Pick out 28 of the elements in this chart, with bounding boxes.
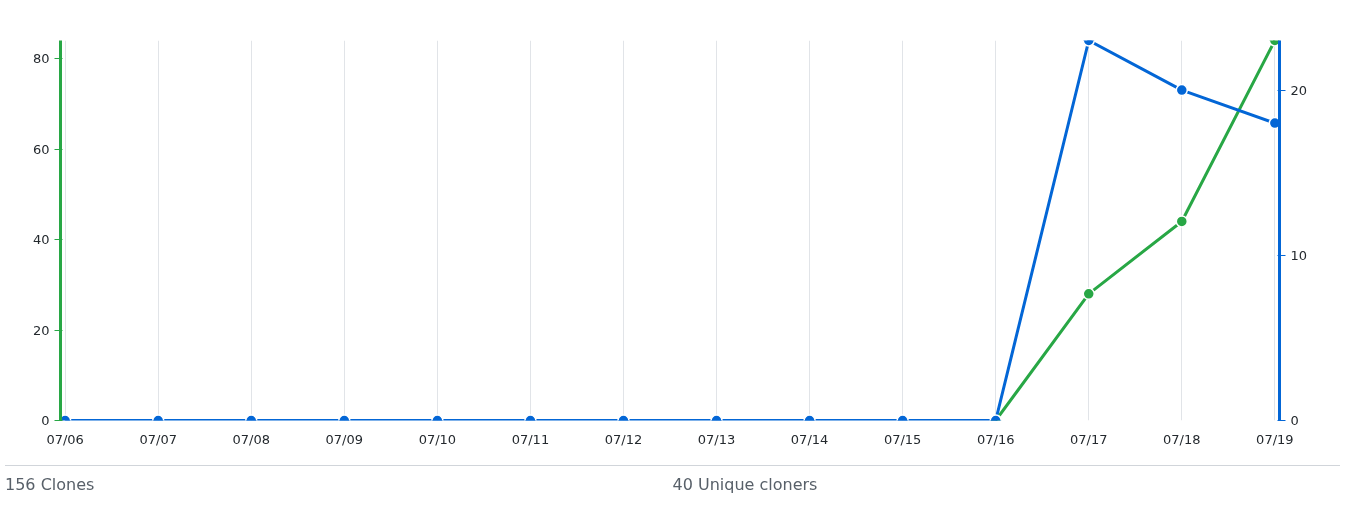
y2-tick-label: 10 (1290, 247, 1308, 263)
x-tick-label: 07/14 (790, 431, 829, 447)
point (1175, 83, 1189, 97)
x-tick-label: 07/09 (325, 431, 364, 447)
x-tick-label: 07/15 (883, 431, 922, 447)
y-tick-label: 40 (32, 232, 50, 248)
point (1268, 116, 1280, 130)
point (1175, 215, 1189, 228)
x-tick-label: 07/19 (1256, 431, 1294, 447)
y-tick-label: 80 (32, 51, 50, 67)
point (1082, 287, 1095, 301)
y-tick-label: 0 (41, 413, 50, 428)
x-tick-label: 07/12 (604, 431, 643, 447)
y-tick-label: 20 (32, 322, 50, 338)
x-tick-label: 07/07 (139, 431, 177, 447)
x-tick-label: 07/18 (1163, 431, 1201, 447)
x-tick-label: 07/08 (232, 431, 270, 447)
y2-tick-label: 20 (1290, 82, 1308, 98)
text: 40 Unique cloners (672, 474, 819, 496)
x-tick-label: 07/17 (1070, 431, 1108, 447)
x-tick-label: 07/11 (511, 431, 550, 447)
text: 156 Clones (5, 474, 96, 496)
x-tick-label: 07/06 (46, 431, 84, 447)
x-tick-label: 07/13 (697, 431, 736, 447)
y-tick-label: 60 (32, 141, 50, 157)
y2-tick-label: 0 (1290, 413, 1299, 428)
x-tick-label: 07/10 (418, 431, 457, 447)
x-tick-label: 07/16 (976, 431, 1015, 447)
